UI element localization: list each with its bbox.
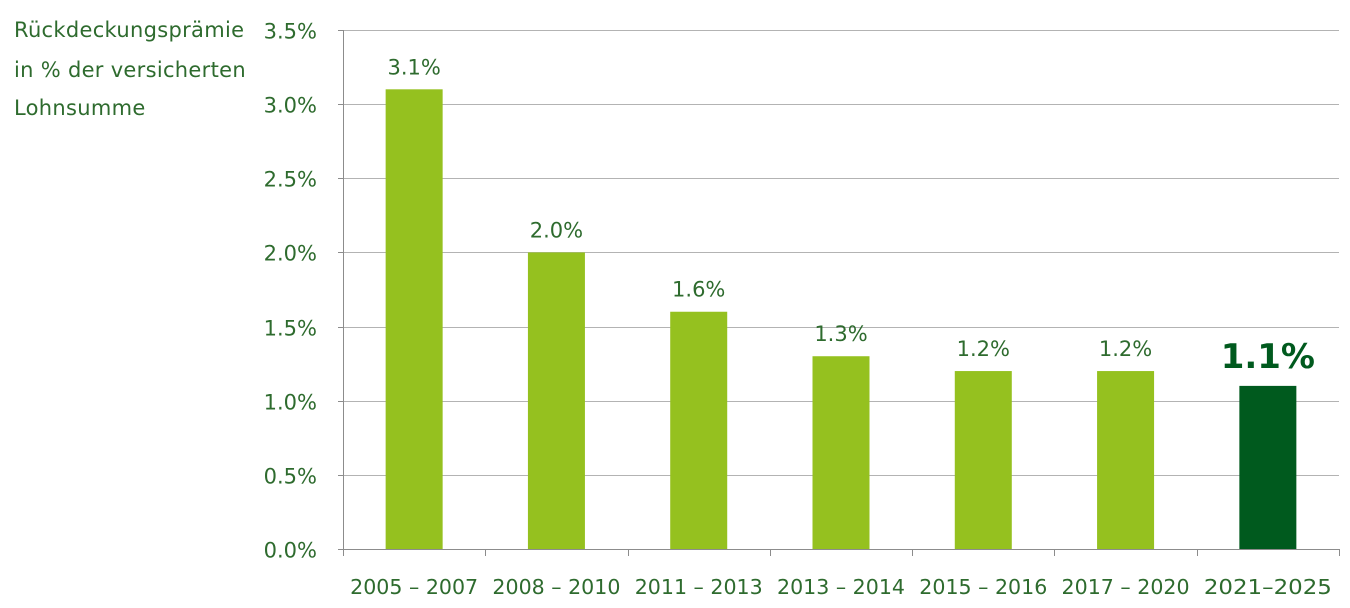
value-label: 1.1%: [1221, 337, 1315, 377]
y-tick-label: 0.0%: [264, 539, 317, 563]
bar: [385, 89, 443, 550]
y-axis-title-line-2: in % der versicherten: [14, 58, 246, 82]
x-tick-label: 2008 – 2010: [492, 575, 620, 599]
value-label: 1.2%: [1099, 337, 1152, 361]
y-tick-label: 0.5%: [264, 465, 317, 489]
y-axis-title-line-1: Rückdeckungsprämie: [14, 18, 245, 42]
y-tick-label: 2.0%: [264, 242, 317, 266]
value-label: 1.2%: [957, 337, 1010, 361]
x-tick-label: 2015 – 2016: [919, 575, 1047, 599]
y-axis-title-line-3: Lohnsumme: [14, 96, 146, 120]
y-tick-label: 3.5%: [264, 20, 317, 44]
value-label: 1.3%: [814, 322, 867, 346]
x-tick-label: 2017 – 2020: [1062, 575, 1190, 599]
x-tick-label: 2013 – 2014: [777, 575, 905, 599]
y-axis-ticks: 0.0% 0.5% 1.0% 1.5% 2.0% 2.5% 3.0% 3.5%: [264, 20, 317, 563]
bar: [670, 311, 728, 549]
x-tick-label: 2005 – 2007: [350, 575, 478, 599]
value-label: 1.6%: [672, 278, 725, 302]
x-tick-label: 2021–2025: [1204, 575, 1332, 599]
x-tick-label: 2011 – 2013: [635, 575, 763, 599]
x-axis-ticks: 2005 – 2007 2008 – 2010 2011 – 2013 2013 – …: [343, 549, 1340, 599]
y-tick-label: 1.0%: [264, 391, 317, 415]
bar: [1097, 371, 1155, 549]
value-label: 2.0%: [530, 218, 583, 242]
bars: [385, 89, 1297, 550]
y-tick-label: 1.5%: [264, 317, 317, 341]
bar: [527, 252, 585, 549]
bar: [812, 356, 870, 549]
value-label: 3.1%: [387, 55, 440, 79]
y-tick-label: 2.5%: [264, 168, 317, 192]
bar: [954, 371, 1012, 549]
bar-highlight: [1239, 385, 1297, 549]
value-labels: 3.1% 2.0% 1.6% 1.3% 1.2% 1.2% 1.1%: [387, 55, 1315, 377]
y-tick-label: 3.0%: [264, 94, 317, 118]
